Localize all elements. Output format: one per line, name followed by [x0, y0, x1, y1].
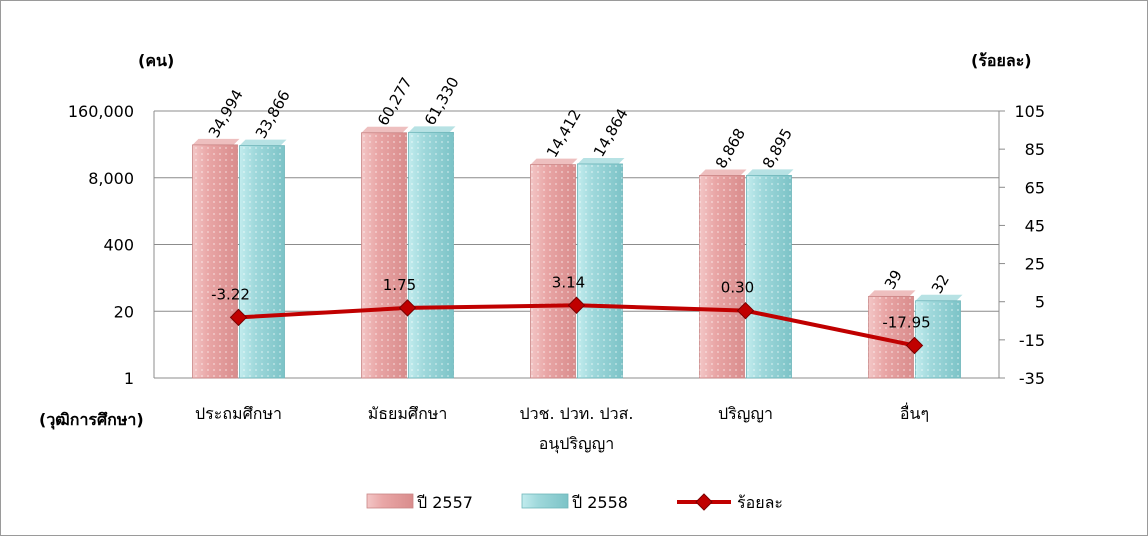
right-tick-label: 105 — [1014, 102, 1045, 121]
legend-label: ปี 2557 — [417, 493, 473, 512]
right-tick-label: -35 — [1019, 369, 1045, 388]
gridlines — [153, 110, 1000, 379]
bar-top — [361, 126, 409, 133]
right-tick-label: 65 — [1025, 178, 1045, 197]
percent-line-group: -3.22 1.75 3.14 0.30 -17.95 — [211, 273, 931, 355]
bar-value-label: 8,868 — [712, 125, 749, 171]
left-tick-label: 160,000 — [68, 102, 134, 121]
percent-label: -17.95 — [882, 313, 930, 331]
bars-group — [192, 126, 963, 379]
left-tick-label: 1 — [124, 369, 134, 388]
left-tick-label: 20 — [114, 302, 134, 321]
legend-item: ปี 2557 — [366, 493, 473, 512]
bar-texture — [361, 132, 407, 378]
right-axis-label: (ร้อยละ) — [971, 51, 1032, 70]
percent-point — [229, 308, 248, 327]
percent-point — [567, 296, 586, 314]
right-tick-label: 85 — [1025, 140, 1045, 159]
bar-texture — [746, 175, 792, 378]
bar — [746, 169, 794, 379]
bar-value-label: 14,864 — [590, 105, 632, 159]
bar-top — [915, 294, 963, 301]
left-tick-label: 8,000 — [88, 169, 134, 188]
category-label: ประถมศึกษา — [195, 404, 282, 423]
bar — [192, 138, 240, 379]
right-tick-label: -15 — [1019, 331, 1045, 350]
right-tick-label: 5 — [1035, 293, 1045, 312]
legend-swatch — [521, 493, 569, 509]
left-axis-label: (คน) — [138, 51, 174, 70]
bar-top — [192, 138, 240, 145]
bar-top — [408, 126, 456, 133]
category-label: ปวช. ปวท. ปวส. — [519, 404, 633, 423]
bar-value-label: 14,412 — [543, 106, 585, 160]
bar — [239, 139, 287, 379]
bar-texture — [577, 163, 623, 378]
legend-item: ปี 2558 — [521, 493, 628, 512]
bar-top — [746, 169, 794, 176]
bar — [408, 126, 456, 379]
percent-point — [736, 301, 755, 320]
bar-value-label: 34,994 — [205, 86, 247, 140]
percent-label: -3.22 — [211, 285, 250, 303]
category-axis-label: (วุฒิการศึกษา) — [39, 410, 144, 430]
bar-value-label: 33,866 — [252, 87, 294, 141]
percent-label: 3.14 — [552, 273, 585, 291]
left-tick-label: 400 — [103, 236, 134, 255]
right-axis-ticks: -35 -15 5 25 45 65 85 105 — [999, 102, 1045, 388]
percent-point — [398, 299, 417, 317]
category-label: ปริญญา — [718, 404, 773, 423]
bar-texture — [192, 144, 238, 378]
percent-label: 0.30 — [721, 279, 754, 297]
right-tick-label: 45 — [1025, 216, 1045, 235]
bar-texture — [915, 300, 961, 378]
right-tick-label: 25 — [1025, 255, 1045, 274]
bar-value-label: 39 — [881, 267, 906, 293]
bar-texture — [530, 164, 576, 378]
legend-label: ปี 2558 — [572, 493, 628, 512]
category-labels: ประถมศึกษา มัธยมศึกษา ปวช. ปวท. ปวส. อนุปริ… — [195, 402, 929, 454]
legend-swatch — [366, 493, 414, 509]
bar-value-label: 60,277 — [374, 74, 416, 128]
legend-marker — [695, 493, 713, 511]
bar — [868, 290, 916, 379]
bar-texture — [239, 145, 285, 378]
category-label: อื่นๆ — [900, 402, 929, 423]
percent-label: 1.75 — [383, 276, 416, 294]
bar-top — [868, 290, 916, 297]
bar-texture — [699, 175, 745, 378]
bar-texture — [408, 132, 454, 378]
bar — [699, 169, 747, 379]
bar-value-label: 8,895 — [759, 125, 796, 171]
category-label: มัธยมศึกษา — [368, 404, 448, 423]
legend-item: ร้อยละ — [677, 493, 783, 512]
bar-top — [699, 169, 747, 176]
percent-point — [905, 336, 924, 355]
bar-top — [530, 158, 578, 165]
bar-top — [577, 157, 625, 164]
legend-label: ร้อยละ — [737, 493, 783, 512]
bar — [577, 157, 625, 379]
bar-value-label: 61,330 — [421, 74, 463, 128]
bar — [915, 294, 963, 379]
bar-top — [239, 139, 287, 146]
bar-value-label: 32 — [928, 271, 953, 297]
category-label: อนุปริญญา — [539, 434, 615, 454]
left-axis-ticks: 1 20 400 8,000 160,000 — [68, 102, 134, 388]
bar — [361, 126, 409, 379]
bar — [530, 158, 578, 379]
legend: ปี 2557 ปี 2558 ร้อยละ — [366, 493, 783, 512]
